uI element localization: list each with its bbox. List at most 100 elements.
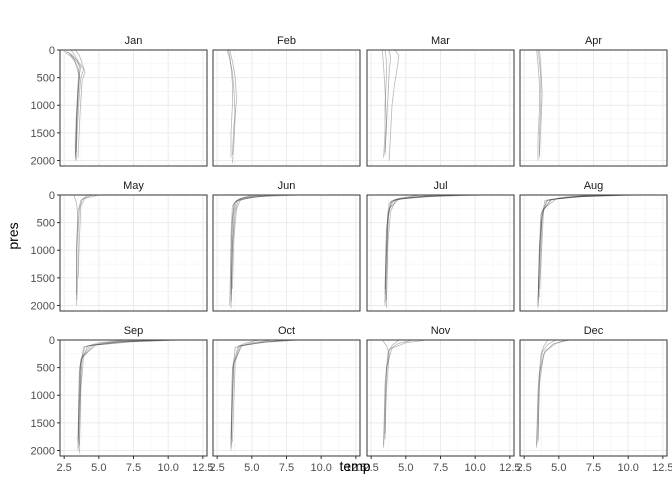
x-tick-label: 5.0: [91, 462, 106, 474]
panel-title: Jun: [278, 180, 296, 192]
profile-line: [232, 194, 301, 289]
profile-line: [76, 194, 93, 306]
profile-line: [383, 339, 400, 446]
profile-line: [381, 339, 390, 434]
profile-line: [230, 194, 252, 295]
profile-line: [537, 194, 631, 306]
profile-line: [77, 339, 169, 448]
panel-nov: Nov 2.5 5.0 7.5 10.0 12.5: [364, 325, 521, 474]
y-tick-label: 500: [37, 73, 55, 85]
panel-title: Aug: [584, 180, 604, 192]
profile-line: [230, 194, 280, 303]
panel-may: May 0 500 1000 1500 2000: [31, 180, 208, 312]
profile-line: [232, 339, 294, 443]
panel-border: [366, 49, 515, 167]
profile-line: [77, 339, 127, 440]
profile-line: [74, 49, 86, 158]
panel-title: Sep: [124, 325, 144, 337]
profile-line: [77, 339, 141, 443]
y-tick-label: 2000: [31, 155, 55, 167]
panel-border: [366, 194, 515, 312]
profile-line: [79, 339, 176, 454]
profile-line: [229, 194, 266, 306]
panel-title: Jan: [125, 35, 143, 47]
x-tick-label: 7.5: [126, 462, 141, 474]
panel-jan: Jan 0 500 1000 1500 2000: [31, 35, 208, 167]
x-tick-label: 5.0: [398, 462, 413, 474]
profile-line: [536, 49, 540, 161]
x-tick-label: 2.5: [210, 462, 225, 474]
profile-line: [230, 339, 301, 451]
facet-panels: Jan 0 500 1000 1500 2000 Feb Mar Apr May 0 500 1000 1…: [31, 35, 672, 474]
profile-line: [536, 339, 549, 446]
profile-line: [226, 49, 236, 164]
y-tick-label: 1500: [31, 273, 55, 285]
profile-line: [386, 194, 469, 309]
y-tick-label: 0: [49, 45, 55, 57]
profile-line: [227, 49, 233, 158]
profile-line: [384, 194, 462, 306]
profile-line: [537, 339, 570, 440]
x-tick-label: 12.5: [192, 462, 213, 474]
profile-line: [384, 194, 487, 303]
panel-title: Nov: [431, 325, 451, 337]
x-tick-label: 12.5: [345, 462, 366, 474]
profile-line: [383, 339, 427, 448]
x-tick-label: 7.5: [433, 462, 448, 474]
x-tick-label: 2.5: [364, 462, 379, 474]
y-tick-label: 1000: [31, 100, 55, 112]
panel-dec: Dec 2.5 5.0 7.5 10.0 12.5: [517, 325, 672, 474]
x-tick-label: 2.5: [517, 462, 532, 474]
x-tick-label: 7.5: [279, 462, 294, 474]
profile-line: [64, 50, 80, 161]
y-tick-label: 1000: [31, 245, 55, 257]
profile-line: [537, 339, 557, 443]
panel-border: [519, 49, 668, 167]
profile-line: [383, 49, 387, 158]
profile-line: [539, 194, 643, 298]
profile-line: [69, 54, 82, 156]
profile-line: [229, 49, 238, 156]
profile-line: [230, 194, 273, 309]
profile-line: [381, 49, 387, 153]
x-tick-label: 2.5: [57, 462, 72, 474]
panel-jul: Jul: [366, 180, 515, 312]
panel-border: [212, 49, 361, 167]
profile-line: [384, 49, 392, 156]
panel-apr: Apr: [519, 35, 668, 167]
x-tick-label: 12.5: [652, 462, 672, 474]
profile-line: [66, 51, 85, 161]
profile-line: [384, 194, 434, 295]
profile-line: [537, 194, 594, 309]
y-tick-label: 0: [49, 190, 55, 202]
panel-title: Oct: [278, 325, 295, 337]
profile-line: [79, 339, 155, 446]
profile-line: [77, 194, 99, 278]
profile-line: [537, 194, 601, 301]
y-tick-label: 2000: [31, 445, 55, 457]
panel-border: [519, 194, 668, 312]
panel-border: [59, 49, 208, 167]
profile-line: [536, 339, 566, 448]
panel-title: May: [123, 180, 144, 192]
x-tick-label: 5.0: [551, 462, 566, 474]
y-tick-label: 1500: [31, 418, 55, 430]
panel-border: [59, 194, 208, 312]
y-tick-label: 500: [37, 363, 55, 375]
panel-aug: Aug: [519, 180, 668, 312]
panel-border: [212, 194, 361, 312]
profile-line: [230, 339, 273, 446]
profile-line: [230, 194, 259, 301]
profile-line: [384, 339, 413, 440]
panel-title: Mar: [431, 35, 450, 47]
panel-title: Dec: [584, 325, 604, 337]
x-axis-title: temp: [339, 458, 370, 474]
profile-line: [388, 49, 400, 161]
profile-line: [65, 52, 80, 158]
y-tick-label: 1500: [31, 128, 55, 140]
panel-title: Apr: [585, 35, 602, 47]
x-tick-label: 10.0: [617, 462, 638, 474]
profile-line: [537, 194, 615, 303]
panel-title: Jul: [433, 180, 447, 192]
